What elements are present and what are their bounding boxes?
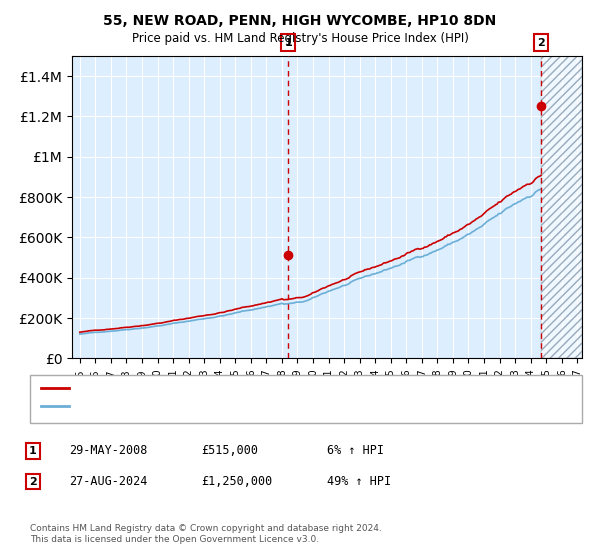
Text: £515,000: £515,000 [201, 444, 258, 458]
Text: Price paid vs. HM Land Registry's House Price Index (HPI): Price paid vs. HM Land Registry's House … [131, 32, 469, 45]
Text: 2: 2 [29, 477, 37, 487]
Bar [541, 56, 582, 358]
Text: HPI: Average price, detached house, Buckinghamshire: HPI: Average price, detached house, Buck… [75, 401, 359, 411]
Text: 2: 2 [537, 38, 545, 48]
Text: £1,250,000: £1,250,000 [201, 475, 272, 488]
Text: 55, NEW ROAD, PENN, HIGH WYCOMBE, HP10 8DN: 55, NEW ROAD, PENN, HIGH WYCOMBE, HP10 8… [103, 14, 497, 28]
Text: 55, NEW ROAD, PENN, HIGH WYCOMBE, HP10 8DN (detached house): 55, NEW ROAD, PENN, HIGH WYCOMBE, HP10 8… [75, 382, 433, 393]
Text: 1: 1 [284, 38, 292, 48]
Text: 1: 1 [29, 446, 37, 456]
Text: 27-AUG-2024: 27-AUG-2024 [69, 475, 148, 488]
Text: This data is licensed under the Open Government Licence v3.0.: This data is licensed under the Open Gov… [30, 535, 319, 544]
Text: 29-MAY-2008: 29-MAY-2008 [69, 444, 148, 458]
Text: Contains HM Land Registry data © Crown copyright and database right 2024.: Contains HM Land Registry data © Crown c… [30, 524, 382, 533]
Text: 6% ↑ HPI: 6% ↑ HPI [327, 444, 384, 458]
Bar [541, 56, 582, 358]
Text: 49% ↑ HPI: 49% ↑ HPI [327, 475, 391, 488]
